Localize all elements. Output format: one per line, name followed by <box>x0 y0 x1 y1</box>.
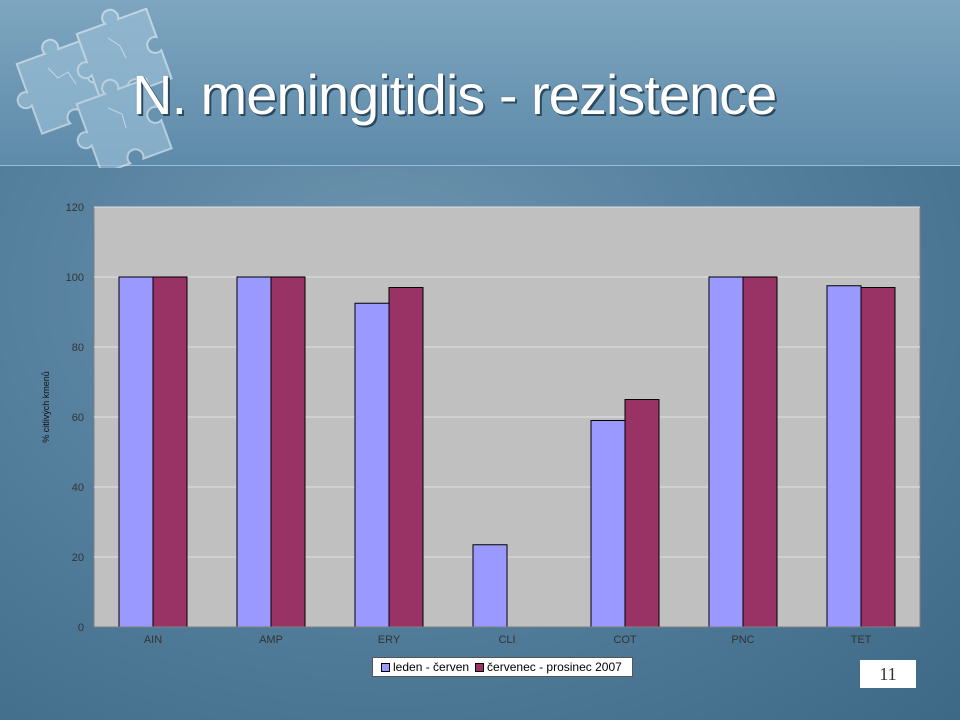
x-tick-label: AMP <box>259 634 283 646</box>
legend-swatch-series-2 <box>475 662 485 672</box>
x-tick-label: CLI <box>498 634 515 646</box>
x-tick-label: TET <box>851 634 872 646</box>
y-tick-label: 120 <box>66 202 84 214</box>
bar-series-2 <box>624 399 660 628</box>
y-tick-label: 100 <box>66 272 84 284</box>
y-axis-label: % citlivých kmenů <box>41 371 51 443</box>
x-tick-label: AIN <box>144 634 162 646</box>
bar-series-1 <box>236 276 272 628</box>
legend-swatch-series-1 <box>381 662 390 672</box>
bar-series-1 <box>708 276 744 628</box>
legend-label-series-2: červenec - prosinec 2007 <box>487 660 622 674</box>
bar-series-1 <box>826 285 862 628</box>
bar-series-2 <box>270 276 306 628</box>
x-tick-label: COT <box>613 634 637 646</box>
legend-label-series-1: leden - červen <box>393 660 470 674</box>
bar-series-2 <box>860 287 896 628</box>
bar-series-1 <box>118 276 154 628</box>
y-tick-label: 80 <box>72 342 84 354</box>
y-tick-label: 20 <box>72 552 84 564</box>
bar-series-1 <box>590 420 626 628</box>
y-tick-label: 40 <box>72 482 84 494</box>
puzzle-pieces-icon <box>15 8 173 168</box>
y-tick-label: 0 <box>78 622 84 634</box>
x-tick-label: ERY <box>378 634 401 646</box>
x-tick-label: PNC <box>731 634 754 646</box>
bar-series-2 <box>388 287 424 628</box>
y-tick-label: 60 <box>72 412 84 424</box>
page-number: 11 <box>860 660 916 688</box>
bar-series-1 <box>472 544 508 628</box>
bar-series-2 <box>152 276 188 628</box>
chart-legend: leden - červen červenec - prosinec 2007 <box>372 657 633 677</box>
bar-series-1 <box>354 302 390 628</box>
bar-series-2 <box>742 276 778 628</box>
slide-title: N. meningitidis - rezistence <box>132 63 777 126</box>
